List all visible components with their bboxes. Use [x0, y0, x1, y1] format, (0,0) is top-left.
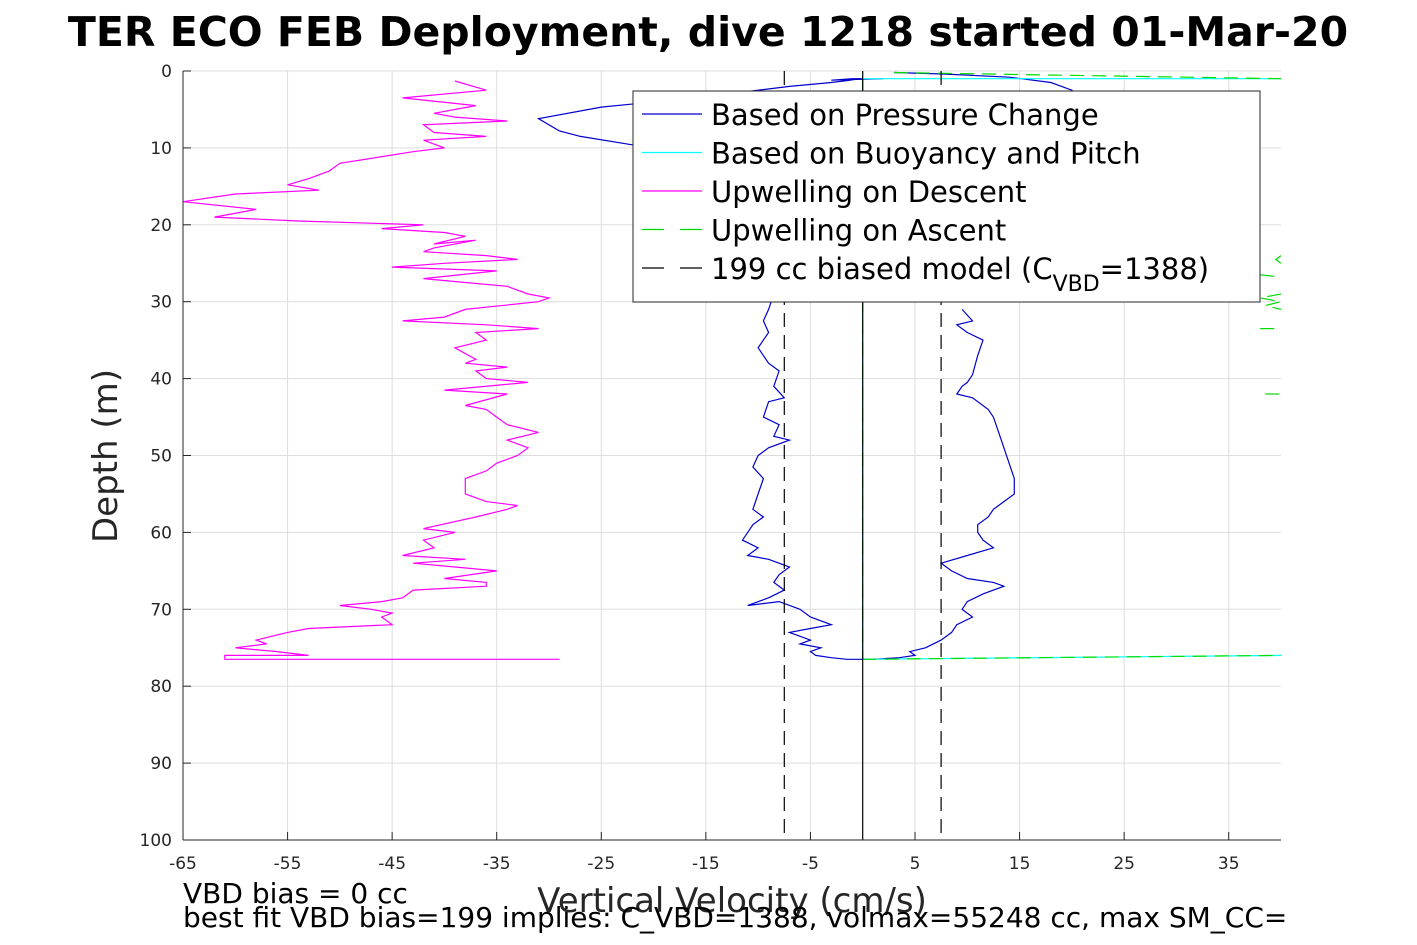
x-tick-label: -35 — [483, 854, 511, 874]
y-tick-label: 20 — [150, 216, 172, 236]
footer-vbd-bias: VBD bias = 0 cc — [183, 877, 408, 910]
legend-label-ascent: Upwelling on Ascent — [711, 214, 1006, 248]
x-tick-label: 35 — [1218, 854, 1240, 874]
legend-label-descent: Upwelling on Descent — [711, 175, 1027, 209]
series-line-pressure — [862, 308, 1015, 660]
y-tick-label: 0 — [161, 62, 172, 82]
data-series — [183, 71, 1281, 840]
y-axis-label: Depth (m) — [86, 369, 126, 543]
series-line-pressure — [536, 78, 884, 660]
x-axis-label: Vertical Velocity (cm/s) — [537, 881, 927, 921]
x-tick-label: -55 — [274, 854, 302, 874]
series-line-descent — [183, 80, 560, 660]
y-tick-label: 40 — [150, 370, 172, 390]
x-tick-label: -15 — [692, 854, 720, 874]
x-tick-label: 25 — [1113, 854, 1135, 874]
x-tick-label: -5 — [802, 854, 819, 874]
axes: -65 -55 -45 -35 -25 -15 -5 5 15 25 350102030405060… — [140, 62, 1281, 874]
x-tick-label: -65 — [169, 854, 197, 874]
legend-label-suffix: =1388) — [1100, 252, 1209, 286]
legend-label-prefix: 199 cc biased model (C — [711, 252, 1053, 286]
legend-label-buoyancy: Based on Buoyancy and Pitch — [711, 137, 1141, 171]
y-tick-label: 100 — [140, 831, 172, 851]
series-line-ascent — [1274, 255, 1281, 264]
x-tick-label: 15 — [1009, 854, 1031, 874]
legend-box — [632, 90, 1261, 303]
x-tick-label: -25 — [587, 854, 615, 874]
legend-label-subscript: VBD — [1053, 272, 1100, 297]
series-line-ascent — [862, 654, 1281, 660]
x-tick-label: 5 — [910, 854, 921, 874]
y-tick-label: 60 — [150, 523, 172, 543]
series-line-ascent — [1260, 274, 1281, 278]
chart-title: TER ECO FEB Deployment, dive 1218 starte… — [68, 8, 1348, 56]
y-tick-label: 70 — [150, 600, 172, 620]
y-tick-label: 90 — [150, 754, 172, 774]
y-tick-label: 80 — [150, 677, 172, 697]
plot-area: -65 -55 -45 -35 -25 -15 -5 5 15 25 350102030405060… — [140, 62, 1281, 874]
legend-label-model: 199 cc biased model (CVBD=1388) — [711, 252, 1209, 297]
x-tick-label: -45 — [378, 854, 406, 874]
y-tick-label: 10 — [150, 139, 172, 159]
y-tick-label: 30 — [150, 293, 172, 313]
footer-best-fit: best fit VBD bias=199 implies: C_VBD=138… — [183, 901, 1287, 934]
legend: Based on Pressure Change Based on Buoyanc… — [632, 90, 1261, 303]
legend-label-pressure: Based on Pressure Change — [711, 98, 1099, 132]
y-tick-label: 50 — [150, 447, 172, 467]
